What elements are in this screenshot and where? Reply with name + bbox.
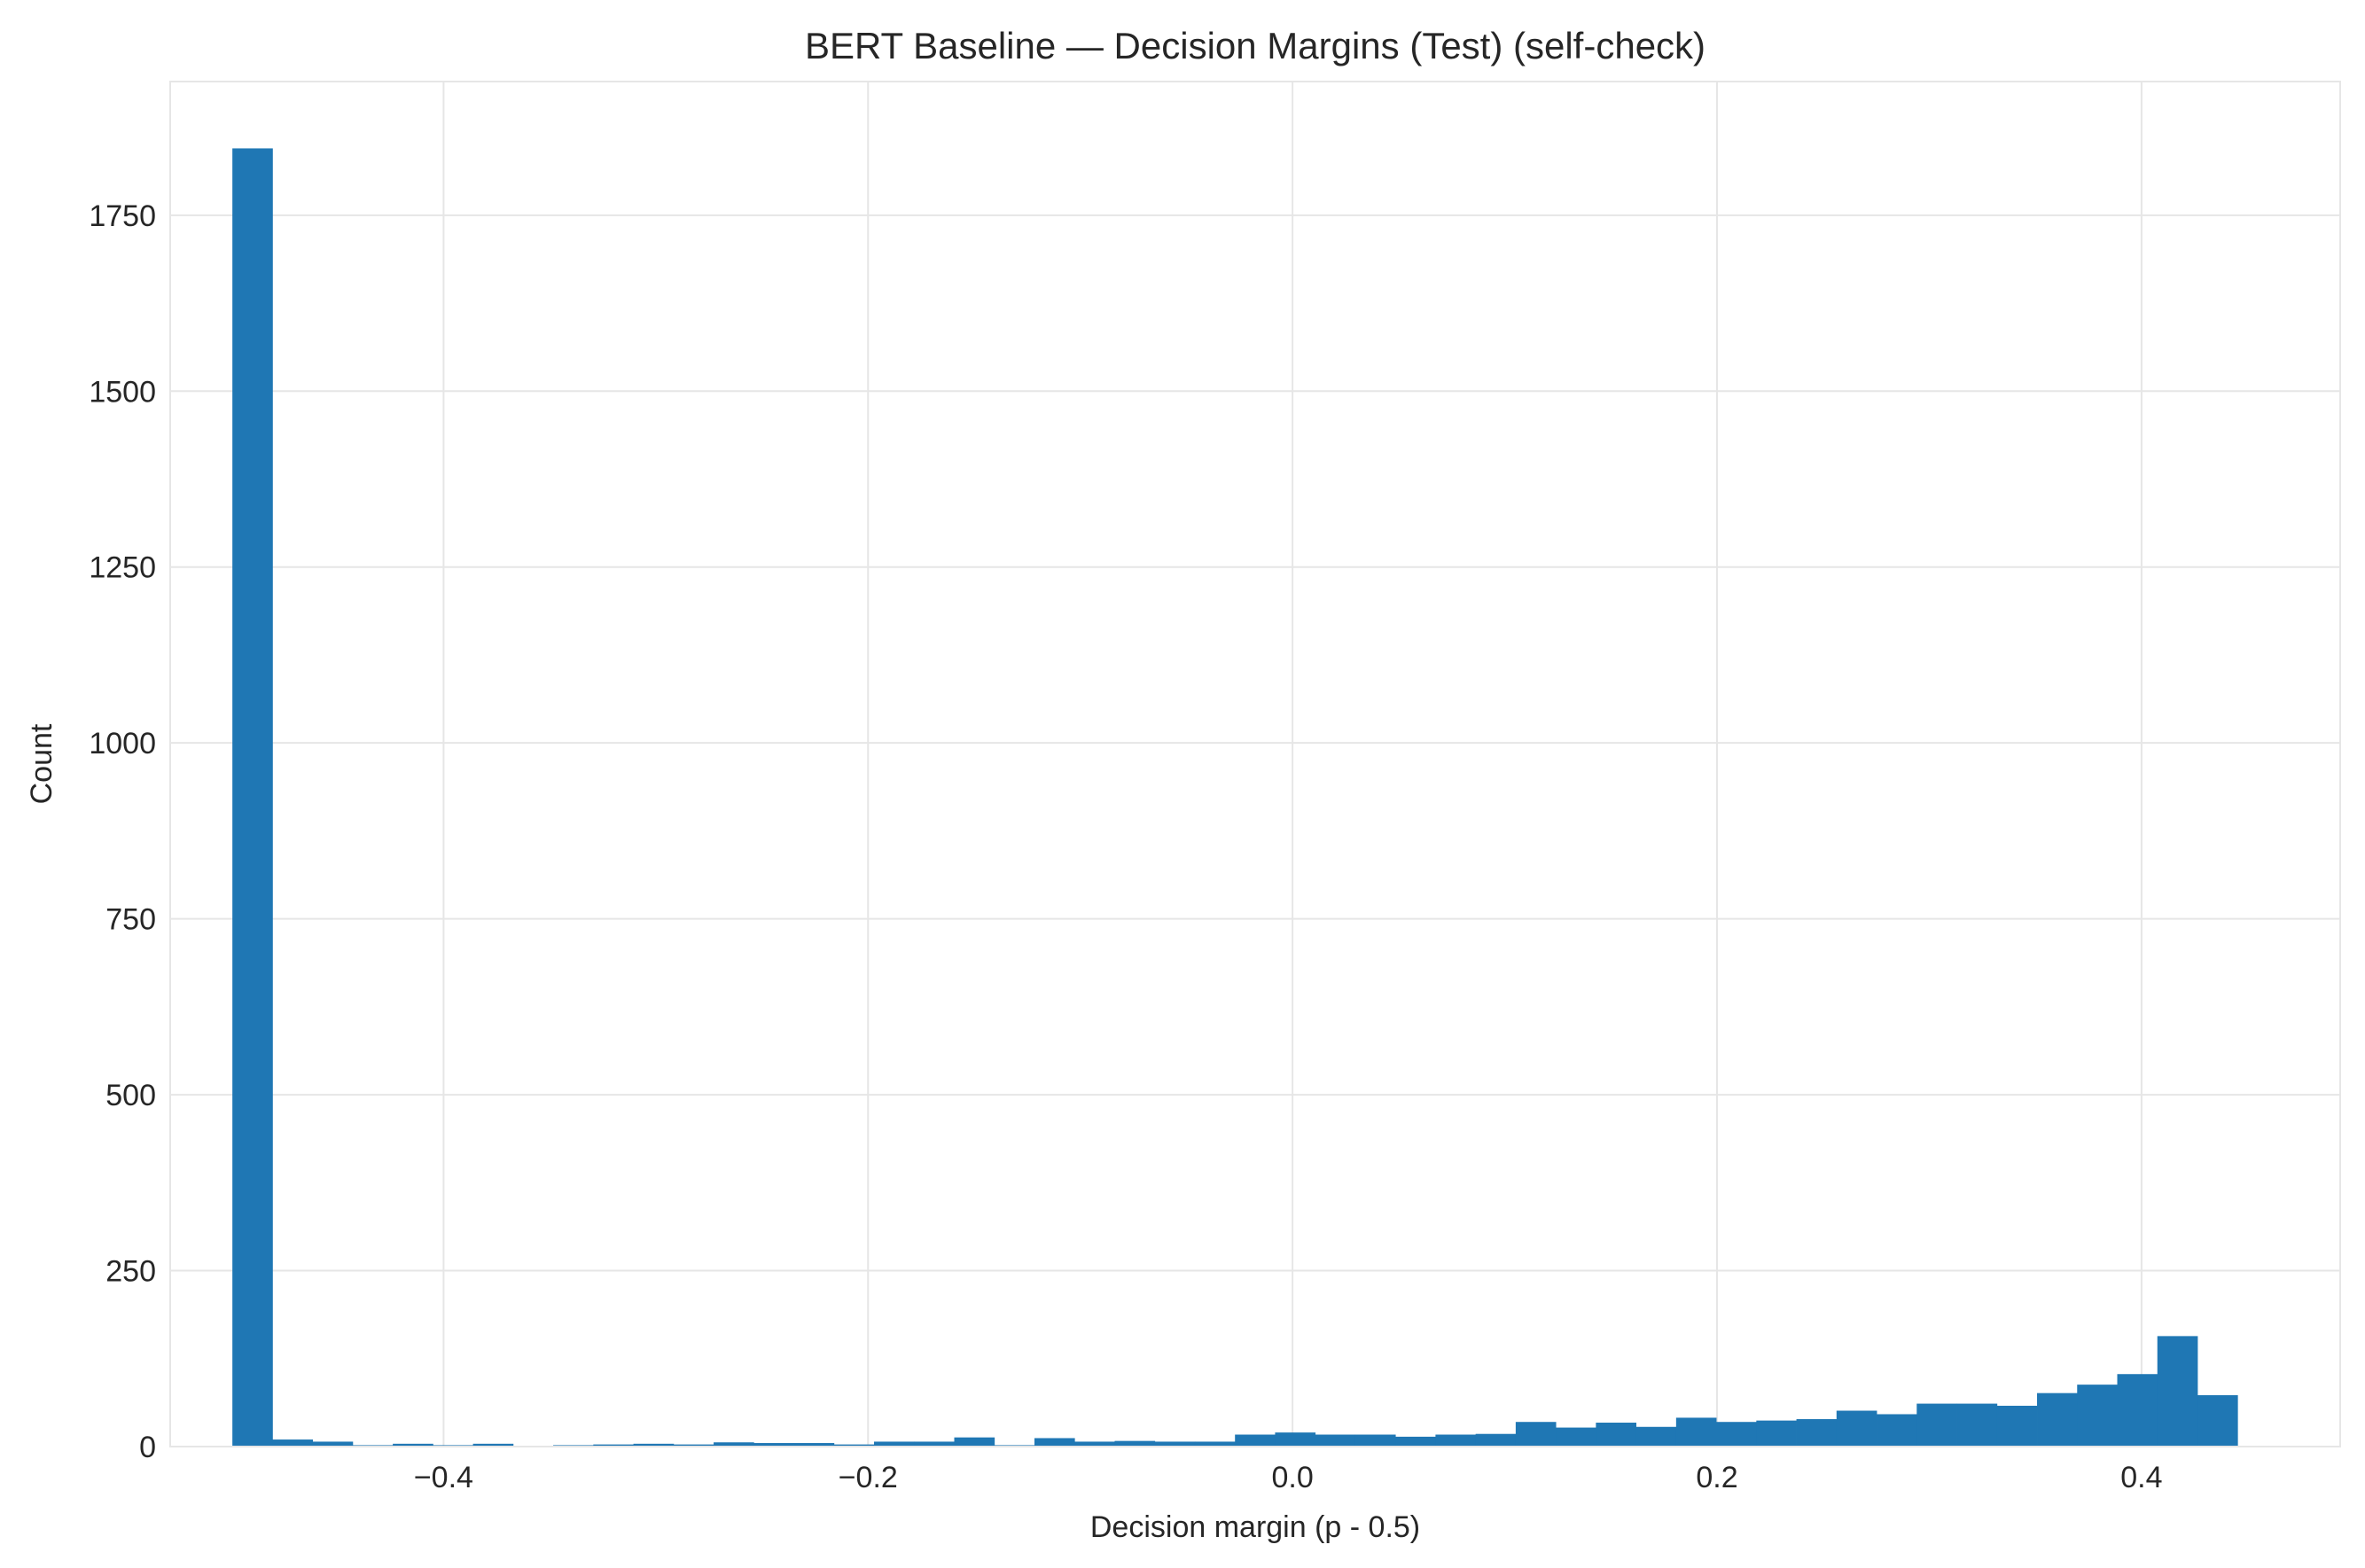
y-tick-label: 0 bbox=[139, 1431, 156, 1464]
y-tick-label: 1250 bbox=[89, 551, 156, 585]
plot-frame bbox=[169, 81, 2341, 1447]
histogram-bar bbox=[312, 1441, 354, 1447]
histogram-bar bbox=[1556, 1427, 1596, 1447]
histogram-bar bbox=[714, 1442, 754, 1447]
histogram-bar bbox=[1395, 1436, 1436, 1447]
y-tick-label: 1000 bbox=[89, 727, 156, 761]
x-tick-label: 0.4 bbox=[2120, 1461, 2162, 1494]
histogram-bar bbox=[1836, 1410, 1877, 1447]
histogram-bar bbox=[954, 1437, 995, 1447]
histogram-bar bbox=[472, 1443, 514, 1447]
histogram-bar bbox=[1877, 1414, 1917, 1447]
x-tick-label: −0.4 bbox=[414, 1461, 473, 1494]
histogram-bar bbox=[1275, 1432, 1316, 1447]
y-tick-label: 1750 bbox=[89, 199, 156, 233]
x-axis-label: Decision margin (p - 0.5) bbox=[1090, 1510, 1420, 1544]
histogram-bar bbox=[1515, 1422, 1557, 1447]
histogram-bar bbox=[1635, 1426, 1677, 1447]
histogram-bar bbox=[753, 1443, 794, 1447]
y-axis-label: Count bbox=[25, 723, 59, 804]
histogram-bar bbox=[1034, 1438, 1075, 1447]
histogram-bar bbox=[1756, 1420, 1797, 1447]
y-tick-label: 500 bbox=[105, 1079, 156, 1112]
histogram-bar bbox=[232, 148, 273, 1447]
histogram-bar bbox=[1675, 1417, 1717, 1447]
histogram-bar bbox=[2117, 1374, 2158, 1447]
x-tick-label: −0.2 bbox=[839, 1461, 898, 1494]
y-tick-label: 750 bbox=[105, 903, 156, 937]
histogram-bar bbox=[1996, 1405, 2038, 1447]
histogram-bar bbox=[1435, 1434, 1477, 1447]
x-tick-label: 0.0 bbox=[1272, 1461, 1314, 1494]
histogram-bar bbox=[793, 1443, 835, 1447]
histogram-bar bbox=[1194, 1441, 1236, 1447]
x-tick-label: 0.2 bbox=[1696, 1461, 1737, 1494]
histogram-bar bbox=[1475, 1433, 1517, 1447]
histogram-bar bbox=[593, 1444, 634, 1447]
histogram-bar bbox=[2157, 1336, 2198, 1447]
histogram-bar bbox=[1716, 1422, 1757, 1447]
histogram-bar bbox=[833, 1444, 875, 1447]
histogram-bar bbox=[1796, 1419, 1838, 1447]
histogram-bar bbox=[633, 1443, 675, 1447]
chart-title: BERT Baseline — Decision Margins (Test) … bbox=[805, 25, 1705, 66]
histogram-bar bbox=[1596, 1423, 1637, 1447]
histogram-bar bbox=[1956, 1403, 1998, 1447]
histogram-bar bbox=[1154, 1441, 1196, 1447]
histogram-bar bbox=[1354, 1434, 1396, 1447]
histogram-bar bbox=[272, 1439, 314, 1447]
y-tick-label: 250 bbox=[105, 1255, 156, 1289]
histogram-bar bbox=[1074, 1441, 1115, 1447]
histogram-bar bbox=[673, 1444, 714, 1447]
histogram-bar bbox=[393, 1443, 433, 1447]
histogram-bar bbox=[1315, 1434, 1356, 1447]
histogram-bar bbox=[2037, 1392, 2078, 1447]
histogram-bar bbox=[2077, 1385, 2118, 1447]
histogram-bar bbox=[874, 1441, 915, 1447]
histogram-bars bbox=[232, 148, 2238, 1447]
histogram-bar bbox=[1916, 1403, 1957, 1447]
y-tick-label: 1500 bbox=[89, 375, 156, 409]
histogram-bar bbox=[914, 1441, 955, 1447]
histogram-bar bbox=[2197, 1395, 2238, 1447]
tick-labels: −0.4 −0.2 0.0 0.2 0.4 0 250 500 750 1000 1250 1500 1… bbox=[89, 199, 2162, 1494]
histogram-bar bbox=[1114, 1440, 1156, 1447]
histogram-bar bbox=[1235, 1434, 1276, 1447]
